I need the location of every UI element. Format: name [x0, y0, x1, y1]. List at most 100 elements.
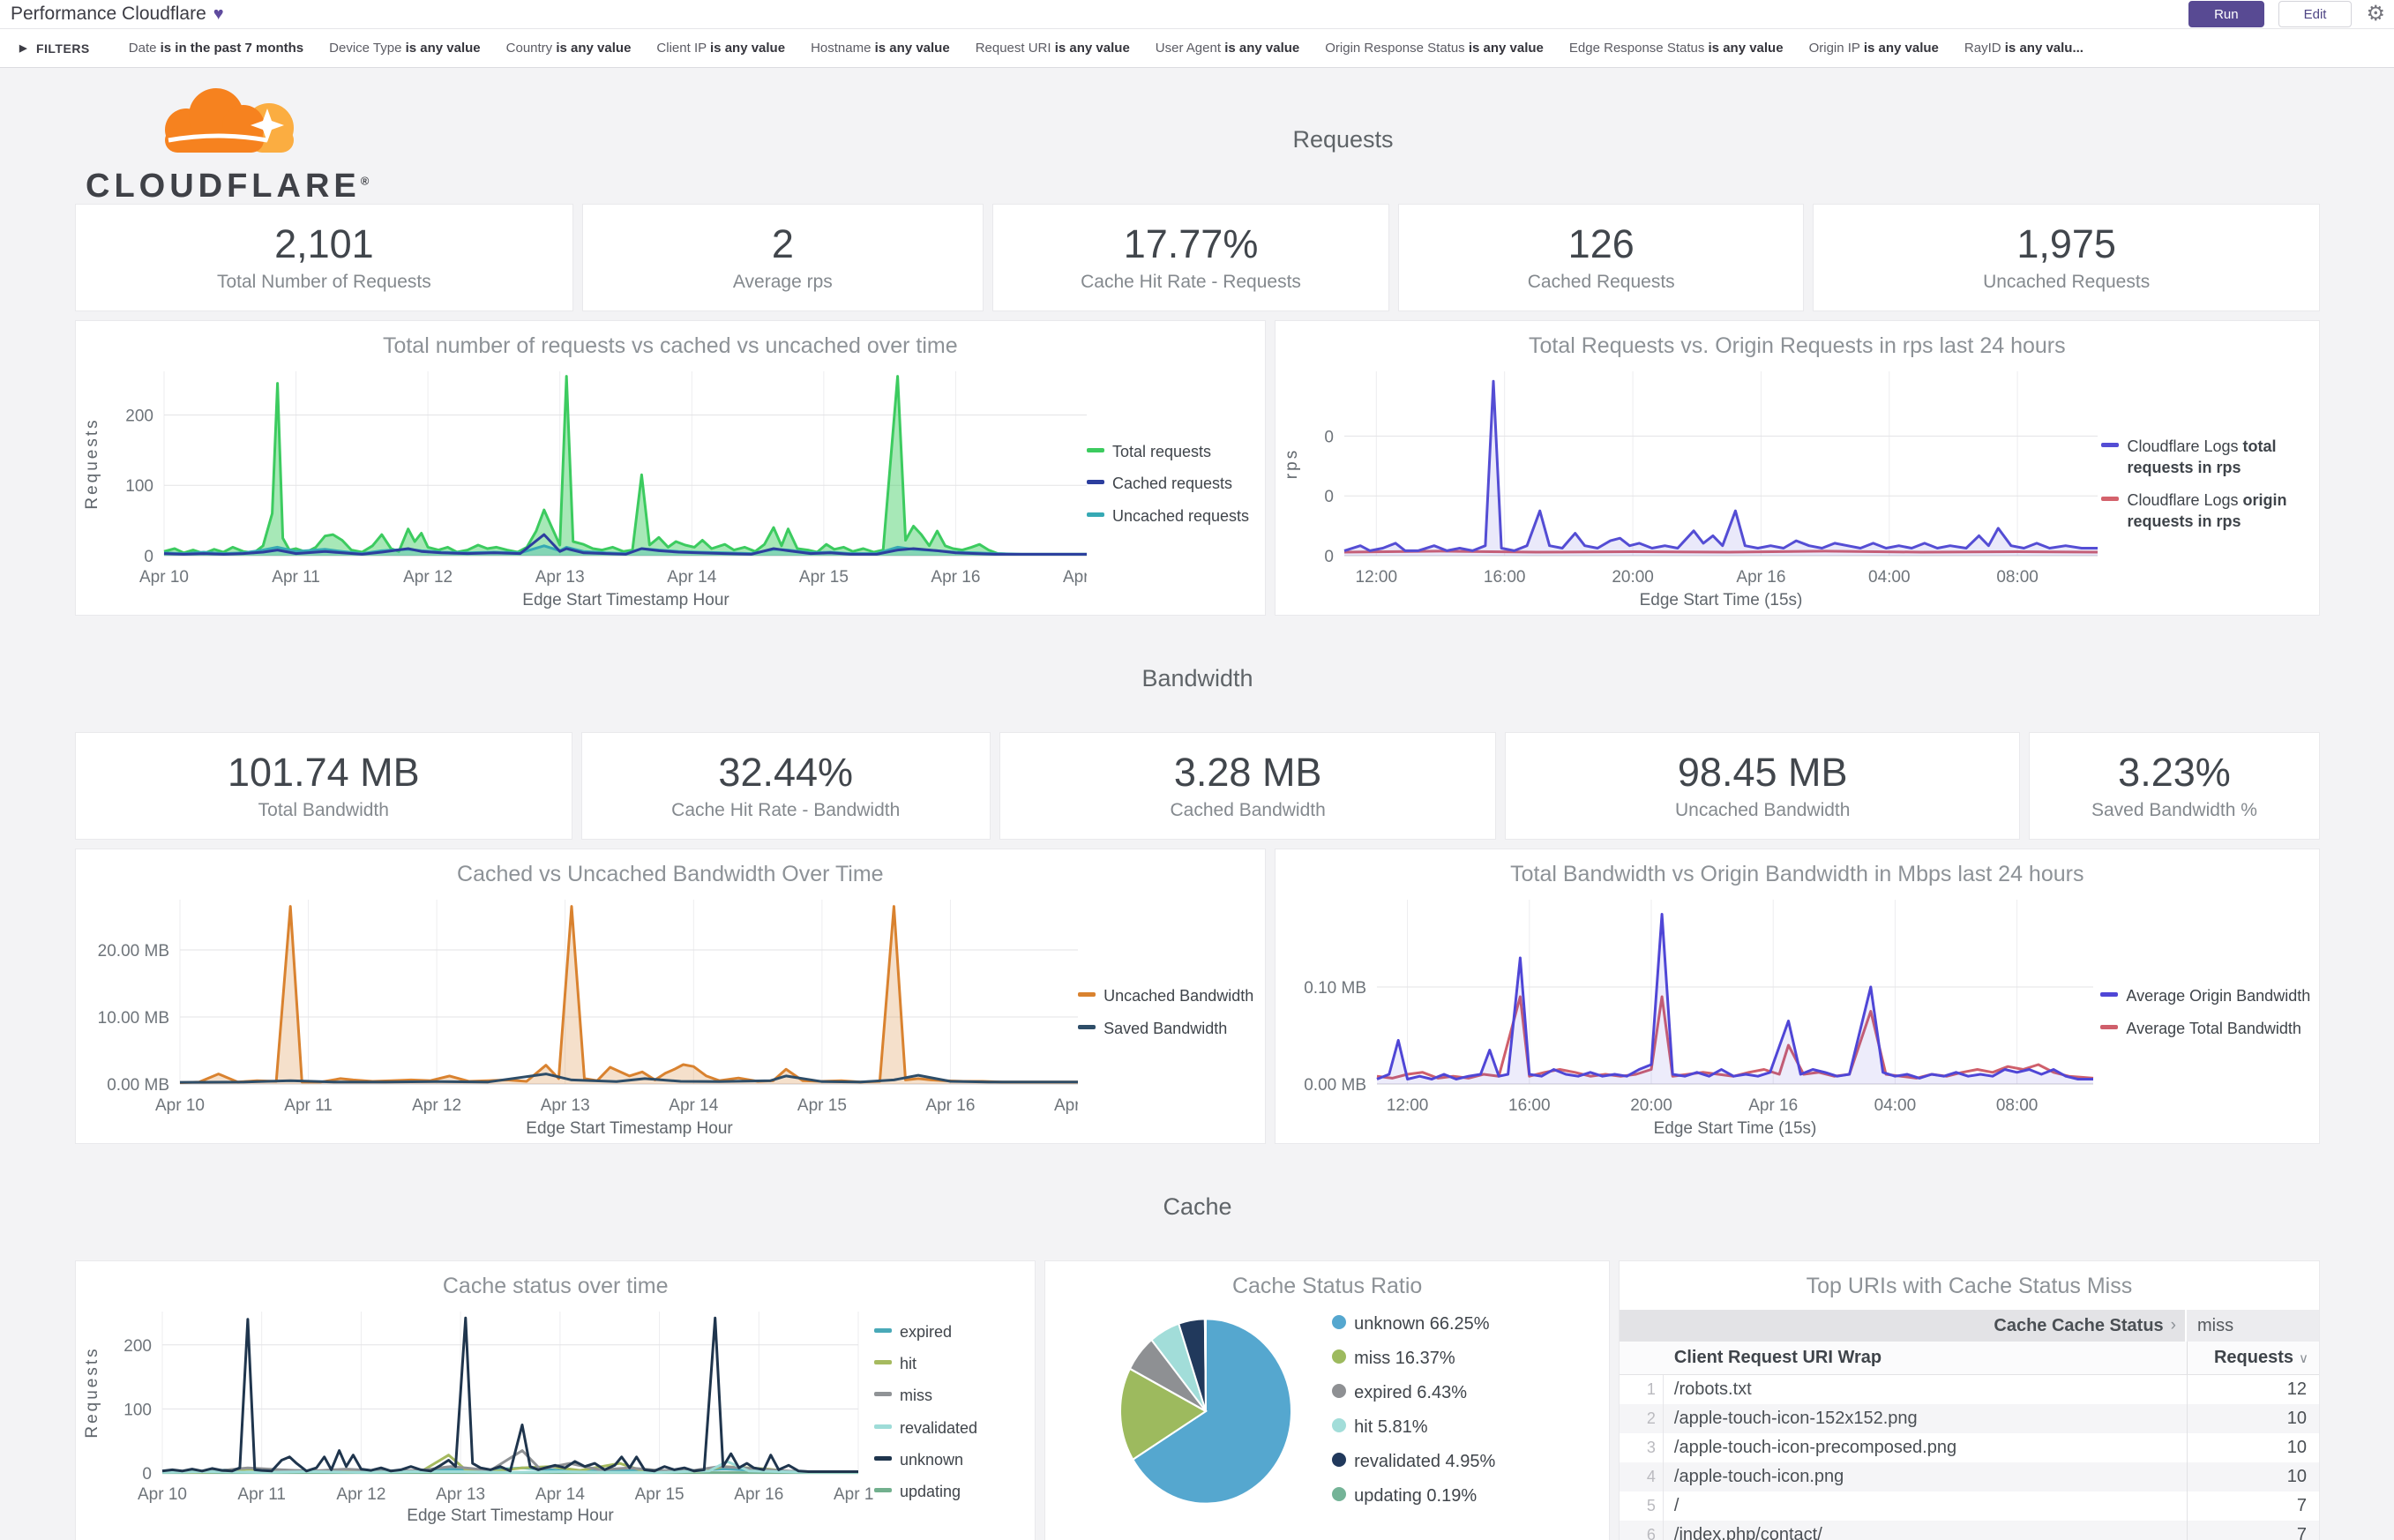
svg-text:12:00: 12:00 — [1386, 1096, 1428, 1115]
svg-text:Apr 11: Apr 11 — [272, 568, 320, 587]
legend-item-uncached-bandwidth[interactable]: Uncached Bandwidth — [1078, 985, 1264, 1006]
kpi-tile-cached-requests: 126 Cached Requests — [1398, 204, 1805, 311]
table-row[interactable]: 4/apple-touch-icon.png 10 — [1619, 1462, 2319, 1491]
svg-text:Apr 13: Apr 13 — [541, 1096, 590, 1115]
legend-item-expired[interactable]: expired — [874, 1321, 1015, 1342]
svg-text:Apr 14: Apr 14 — [535, 1485, 585, 1504]
filter-item-request-uri[interactable]: Request URI is any value — [976, 41, 1130, 56]
table-row[interactable]: 2/apple-touch-icon-152x152.png 10 — [1619, 1404, 2319, 1433]
legend-label: Uncached requests — [1111, 506, 1250, 525]
pie-plot[interactable] — [1102, 1299, 1318, 1521]
legend-item-hit[interactable]: hit — [874, 1353, 1015, 1374]
chart-title: Total Bandwidth vs Origin Bandwidth in M… — [1510, 862, 2084, 886]
svg-text:Apr 12: Apr 12 — [403, 568, 453, 587]
kpi-row-bandwidth: 101.74 MB Total Bandwidth 32.44% Cache Hit … — [75, 732, 2320, 840]
legend-item-average-origin-bandwidth[interactable]: Average Origin Bandwidth — [2100, 985, 2319, 1006]
svg-text:0: 0 — [144, 548, 153, 566]
svg-text:04:00: 04:00 — [1874, 1096, 1916, 1115]
registered-mark: ® — [360, 174, 370, 188]
chevron-right-icon: › — [2170, 1316, 2176, 1334]
run-button[interactable]: Run — [2188, 1, 2264, 27]
legend-swatch — [2101, 496, 2120, 501]
panel-bandwidth-over-time: Cached vs Uncached Bandwidth Over Time A… — [75, 848, 1266, 1144]
legend-swatch — [874, 1359, 892, 1364]
filter-condition: is in the past 7 months — [160, 40, 304, 56]
filter-item-origin-ip[interactable]: Origin IP is any value — [1809, 41, 1939, 56]
table-row[interactable]: 6/index.php/contact/7 — [1619, 1521, 2319, 1540]
legend-item-uncached-requests[interactable]: Uncached requests — [1086, 505, 1265, 527]
filter-item-edge-response-status[interactable]: Edge Response Status is any value — [1569, 41, 1784, 56]
filter-item-country[interactable]: Country is any value — [506, 41, 632, 56]
legend-item-average-total-bandwidth[interactable]: Average Total Bandwidth — [2100, 1018, 2319, 1039]
sort-descending-icon: ∨ — [2299, 1350, 2308, 1366]
svg-text:Edge Start Timestamp Hour: Edge Start Timestamp Hour — [407, 1506, 614, 1524]
section-heading-bandwidth: Bandwidth — [1141, 664, 1253, 692]
cloudflare-wordmark: CLOUDFLARE® — [86, 168, 370, 205]
legend-item-miss[interactable]: miss — [874, 1385, 1015, 1406]
row-index: 5 — [1620, 1491, 1664, 1521]
svg-text:Edge Start Timestamp Hour: Edge Start Timestamp Hour — [526, 1119, 733, 1137]
filter-item-date[interactable]: Date is in the past 7 months — [129, 41, 303, 56]
filter-condition: is any value — [1468, 40, 1544, 56]
edit-button[interactable]: Edit — [2278, 1, 2353, 27]
table-row[interactable]: 1/robots.txt 12 — [1620, 1375, 2319, 1404]
requests-column-header[interactable]: Requests ∨ — [2187, 1342, 2319, 1374]
table-row[interactable]: 3/apple-touch-icon-precomposed.png 10 — [1620, 1433, 2319, 1462]
filter-field: Hostname — [811, 40, 872, 56]
row-uri: /apple-touch-icon-152x152.png — [1673, 1409, 1918, 1428]
legend-item-cloudflare-logs-origin-requests-in-rps[interactable]: Cloudflare Logs origin requests in rps — [2101, 490, 2319, 533]
legend-label: unknown 66.25% — [1354, 1314, 1490, 1334]
pivot-column-header[interactable]: Cache Cache Status › — [1619, 1310, 2187, 1342]
svg-text:Apr 16: Apr 16 — [925, 1096, 975, 1115]
filter-item-client-ip[interactable]: Client IP is any value — [656, 41, 785, 56]
filter-items: Date is in the past 7 months Device Type … — [129, 41, 2109, 56]
legend-item-cached-requests[interactable]: Cached requests — [1086, 473, 1265, 494]
chart-plot[interactable]: Apr 10 Apr 11 Apr 12 Apr 13 Apr 14 Apr 15 Apr … — [76, 1299, 874, 1524]
legend-label: expired — [900, 1322, 953, 1341]
legend-label: revalidated 4.95% — [1354, 1452, 1496, 1471]
legend-item-expired[interactable]: expired 6.43% — [1332, 1381, 1552, 1405]
legend-item-hit[interactable]: hit 5.81% — [1332, 1416, 1552, 1439]
legend-item-updating[interactable]: updating 0.19% — [1332, 1484, 1552, 1508]
kpi-value: 2 — [771, 221, 794, 266]
legend-item-updating[interactable]: updating — [874, 1481, 1015, 1502]
kpi-tile-uncached-requests: 1,975 Uncached Requests — [1813, 204, 2320, 311]
kpi-tile-saved-bandwidth-: 3.23% Saved Bandwidth % — [2028, 732, 2320, 840]
kpi-tile-total-number-of-requests: 2,101 Total Number of Requests — [75, 204, 573, 311]
table-row[interactable]: 5 / 7 — [1620, 1491, 2319, 1521]
chart-plot[interactable]: 12:00 16:00 20:00 Apr 16 04:00 08:00 0 0 0 rps Edg… — [1276, 359, 2102, 609]
row-uri: /apple-touch-icon.png — [1673, 1467, 1844, 1486]
legend-item-cloudflare-logs-total-requests-in-rps[interactable]: Cloudflare Logs total requests in rps — [2101, 436, 2319, 479]
legend-item-revalidated[interactable]: revalidated 4.95% — [1332, 1450, 1552, 1474]
chart-plot[interactable]: Apr 10 Apr 11 Apr 12 Apr 13 Apr 14 Apr 15 Apr … — [76, 359, 1087, 609]
legend-item-unknown[interactable]: unknown — [874, 1449, 1015, 1470]
filter-item-user-agent[interactable]: User Agent is any value — [1156, 41, 1299, 56]
legend-swatch — [874, 1424, 892, 1429]
kpi-label: Total Bandwidth — [258, 800, 389, 821]
kpi-tile-cached-bandwidth: 3.28 MB Cached Bandwidth — [999, 732, 1497, 840]
filter-item-rayid[interactable]: RayID is any valu... — [1964, 41, 2084, 56]
legend-item-total-requests[interactable]: Total requests — [1086, 441, 1265, 462]
panel-cache-status-time: Cache status over time Apr 10 Apr 11 Apr 1… — [75, 1260, 1036, 1540]
filter-item-origin-response-status[interactable]: Origin Response Status is any value — [1325, 41, 1544, 56]
filters-toggle[interactable]: ▶ FILTERS — [19, 41, 90, 56]
legend-item-miss[interactable]: miss 16.37% — [1332, 1347, 1552, 1371]
svg-text:Apr 11: Apr 11 — [284, 1096, 333, 1115]
chart-plot[interactable]: 12:00 16:00 20:00 Apr 16 04:00 08:00 0.00 MB 0.… — [1276, 887, 2101, 1137]
legend-item-unknown[interactable]: unknown 66.25% — [1332, 1312, 1552, 1336]
chart-plot[interactable]: Apr 10 Apr 11 Apr 12 Apr 13 Apr 14 Apr 15 Apr … — [76, 887, 1079, 1137]
svg-text:Apr 11: Apr 11 — [237, 1485, 286, 1504]
svg-text:Apr 15: Apr 15 — [635, 1485, 685, 1504]
gear-icon[interactable]: ⚙ — [2366, 2, 2385, 26]
cloudflare-cloud-icon — [165, 88, 294, 153]
filter-item-hostname[interactable]: Hostname is any value — [811, 41, 950, 56]
row-index: 1 — [1620, 1375, 1664, 1404]
filter-condition: is any value — [710, 40, 786, 56]
filter-item-device-type[interactable]: Device Type is any value — [329, 41, 481, 56]
panel-cache-status-ratio: Cache Status Ratio unknown 66.25% miss 16… — [1044, 1260, 1610, 1540]
legend-item-revalidated[interactable]: revalidated — [874, 1417, 1015, 1439]
svg-text:Edge Start Timestamp Hour: Edge Start Timestamp Hour — [522, 591, 729, 609]
legend-item-saved-bandwidth[interactable]: Saved Bandwidth — [1078, 1018, 1264, 1039]
filter-field: RayID — [1964, 40, 2001, 56]
uri-column-header[interactable]: Client Request URI Wrap — [1673, 1348, 1882, 1367]
